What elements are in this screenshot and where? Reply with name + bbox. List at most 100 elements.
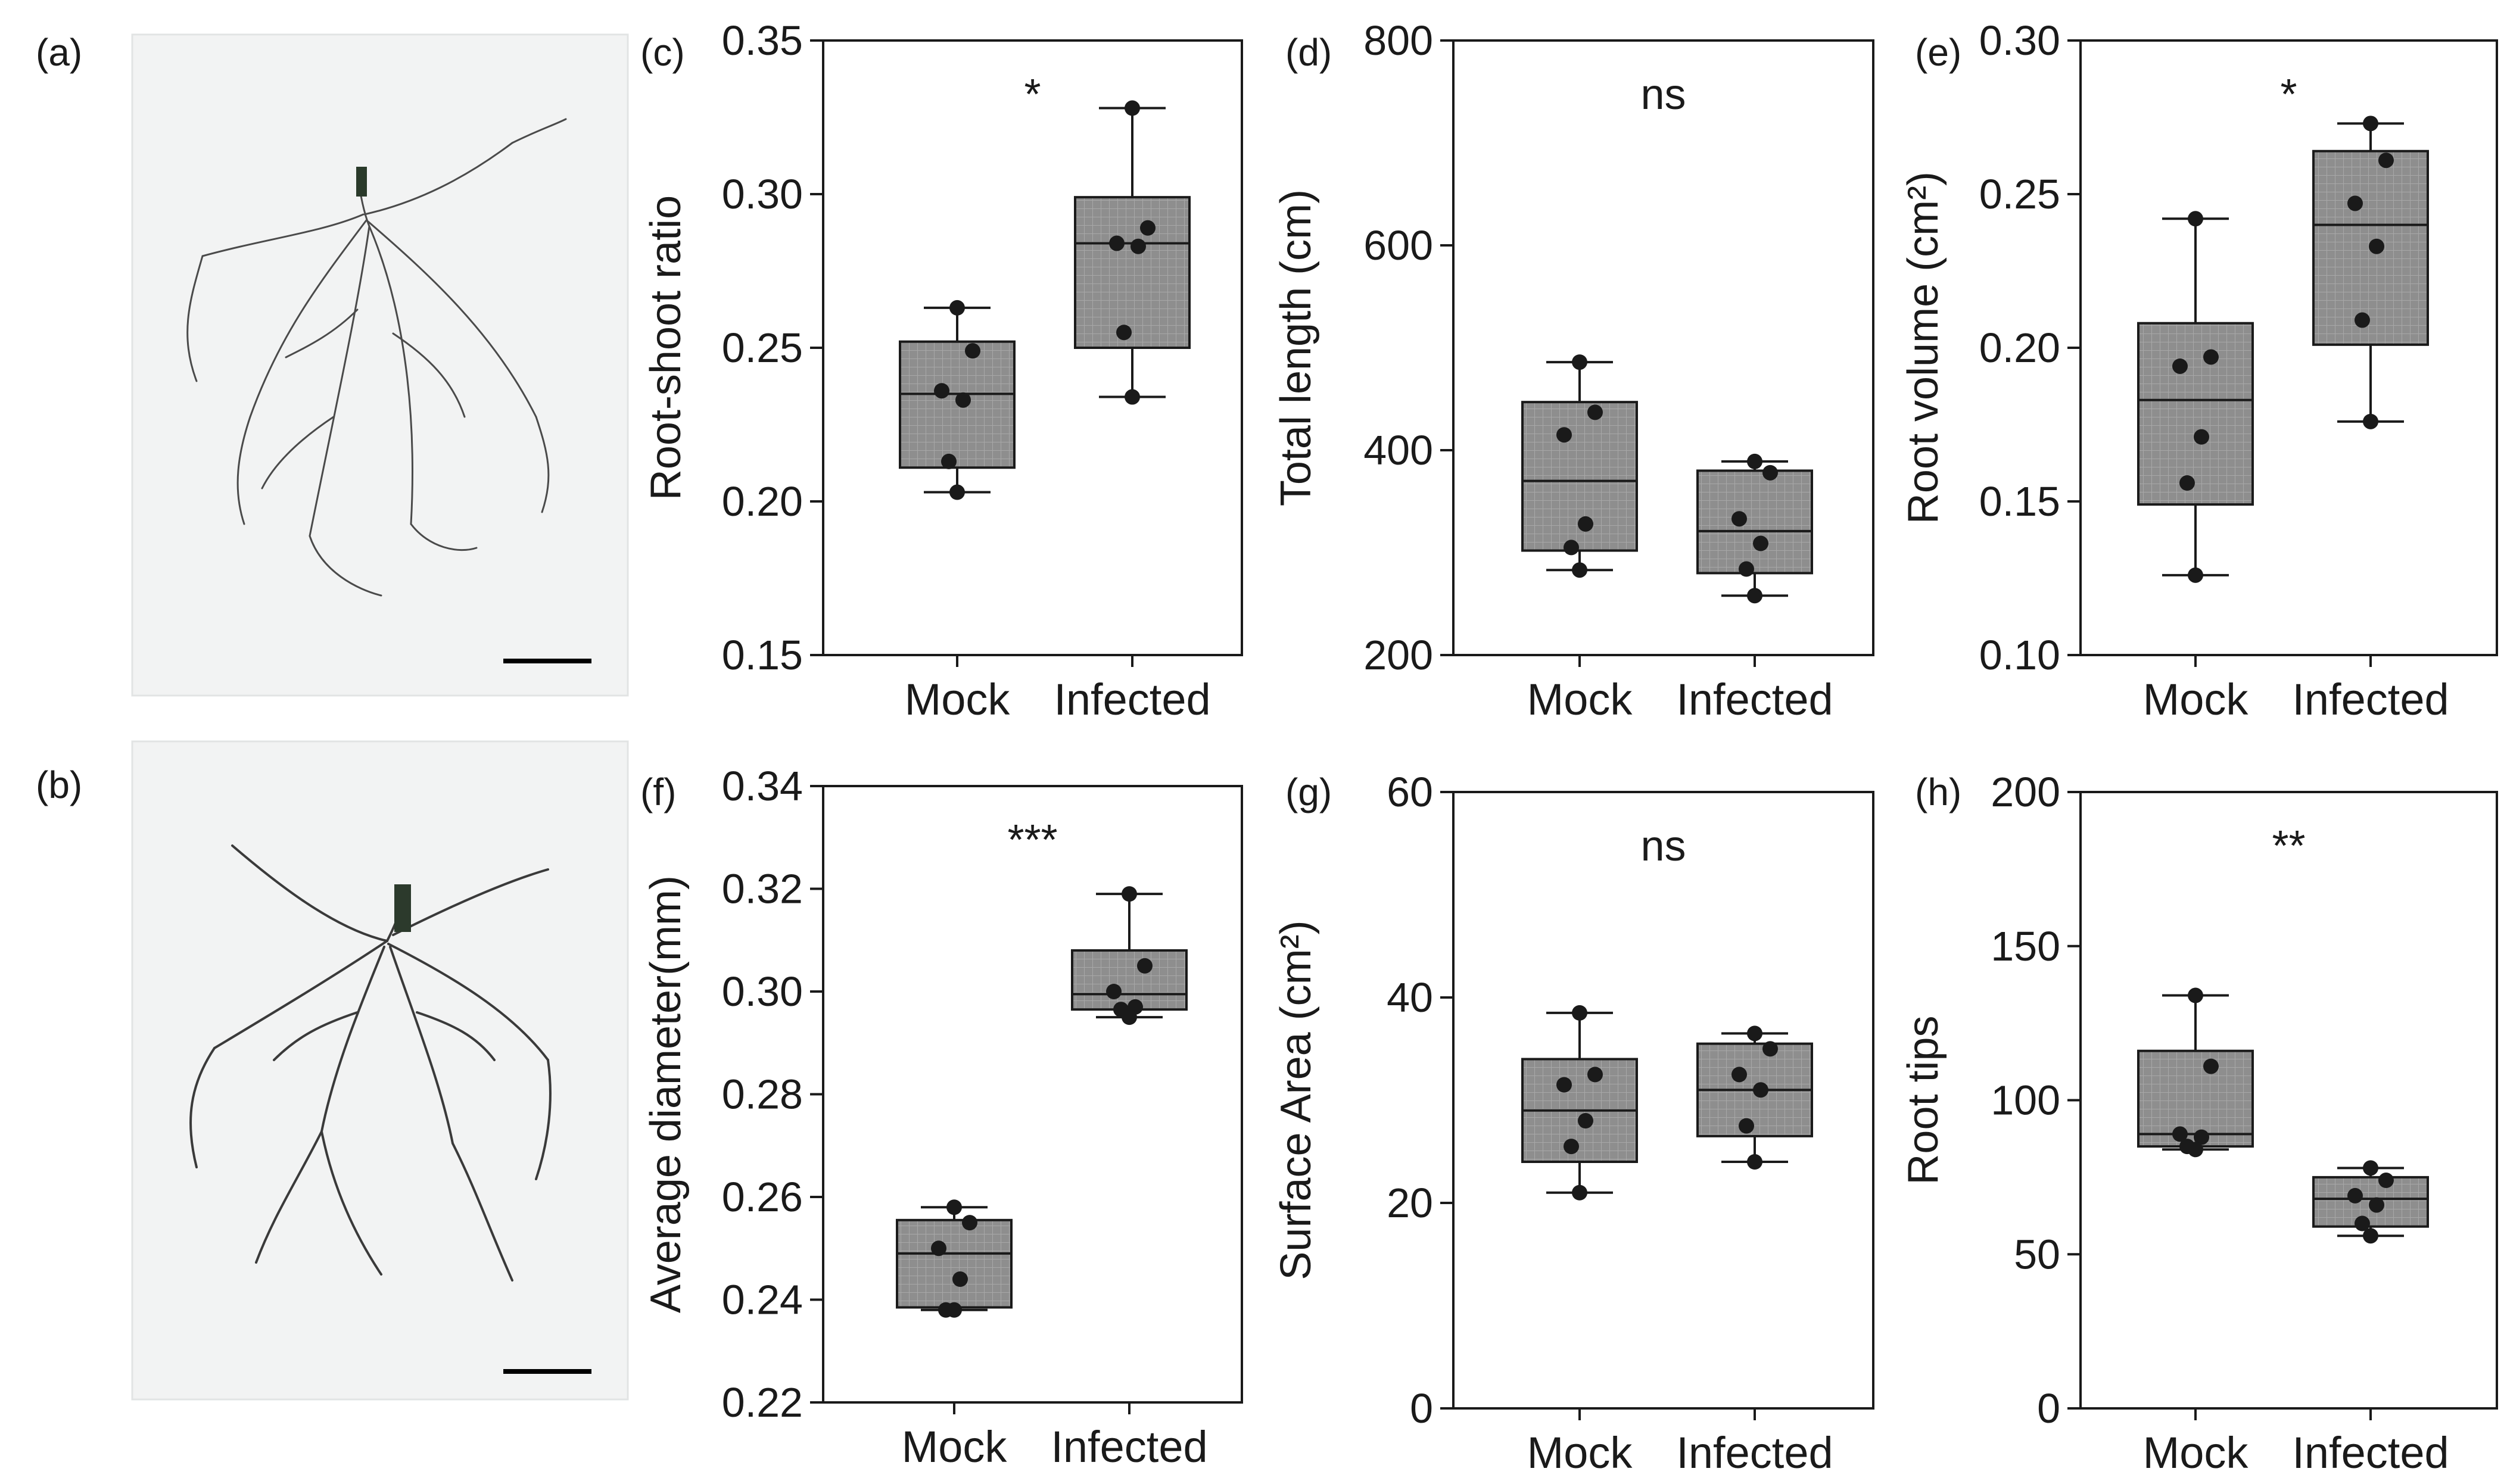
box-group-mock xyxy=(1521,354,1638,578)
box-iqr xyxy=(896,1218,1013,1309)
y-tick-label: 0.28 xyxy=(722,1071,803,1118)
box-iqr xyxy=(1071,949,1188,1011)
y-axis-label: Total length (cm) xyxy=(1272,189,1320,506)
panel-label-c: (c) xyxy=(640,31,685,74)
box-group-infected xyxy=(1074,100,1191,405)
x-category-label: Mock xyxy=(2143,1428,2249,1477)
data-point xyxy=(2188,987,2203,1003)
data-point xyxy=(962,1215,977,1231)
data-point xyxy=(1747,1025,1762,1042)
box-iqr xyxy=(1696,469,1813,575)
box-iqr xyxy=(1074,196,1191,349)
box-group-mock xyxy=(899,300,1016,500)
x-category-label: Mock xyxy=(905,675,1011,724)
data-point xyxy=(1564,1139,1579,1155)
data-point xyxy=(2194,1129,2209,1145)
panel-label-e: (e) xyxy=(1915,31,1961,74)
chart-d: (d) 200 400 600 800 Total length (cm) Mock Inf… xyxy=(1272,17,1874,724)
data-point xyxy=(1125,100,1140,116)
y-tick-label: 0 xyxy=(1410,1385,1433,1432)
data-point xyxy=(1572,562,1587,578)
data-point xyxy=(1747,453,1762,469)
data-point xyxy=(2355,312,2370,328)
x-category-label: Infected xyxy=(1676,675,1833,724)
box-group-infected xyxy=(2312,1160,2429,1244)
data-point xyxy=(2203,1058,2219,1074)
data-point xyxy=(1739,561,1754,577)
root-drawing-a xyxy=(186,118,567,597)
x-category-label: Mock xyxy=(2143,675,2249,724)
data-point xyxy=(1137,958,1153,974)
box-iqr xyxy=(2137,322,2254,506)
box-group-infected xyxy=(2312,116,2429,429)
significance-label: *** xyxy=(1007,816,1057,864)
data-point xyxy=(2363,1228,2378,1244)
data-point xyxy=(1125,389,1140,405)
y-axis-label: Surface Area (cm²) xyxy=(1272,920,1320,1280)
significance-label: ns xyxy=(1640,71,1686,119)
x-category-label: Mock xyxy=(1527,1428,1633,1477)
data-point xyxy=(934,383,949,399)
y-tick-label: 0.26 xyxy=(722,1174,803,1220)
data-point xyxy=(1116,325,1132,341)
panel-label-a: (a) xyxy=(36,31,82,74)
data-point xyxy=(1587,404,1603,420)
data-point xyxy=(2378,1173,2394,1189)
photo-panel-b: (b) xyxy=(36,740,629,1401)
data-point xyxy=(1131,238,1146,254)
y-tick-label: 0.34 xyxy=(722,763,803,809)
y-tick-label: 0.20 xyxy=(1979,325,2060,371)
y-tick-label: 200 xyxy=(1363,632,1433,678)
box-group-infected xyxy=(1696,1025,1813,1170)
significance-label: * xyxy=(2280,71,2297,119)
y-axis-label: Root-shoot ratio xyxy=(642,195,690,500)
y-tick-label: 0.32 xyxy=(722,866,803,912)
data-point xyxy=(2179,475,2195,491)
data-point xyxy=(2363,1160,2378,1176)
data-point xyxy=(2363,116,2378,132)
y-axis-label: Root tips xyxy=(1899,1015,1947,1184)
box-group-infected xyxy=(1696,453,1813,604)
y-tick-label: 800 xyxy=(1363,17,1433,64)
y-tick-label: 0.15 xyxy=(1979,478,2060,525)
y-axis-label: Root volume (cm²) xyxy=(1899,172,1947,524)
photo-panel-a: (a) xyxy=(36,31,629,697)
y-tick-label: 50 xyxy=(2014,1231,2060,1277)
y-tick-label: 60 xyxy=(1387,769,1433,815)
root-photo-a xyxy=(131,33,629,697)
root-stem-b xyxy=(394,884,411,932)
panel-label-b: (b) xyxy=(36,763,82,806)
panel-label-g: (g) xyxy=(1285,771,1332,813)
plot-frame xyxy=(1452,791,1874,1410)
data-point xyxy=(2347,195,2363,211)
y-tick-label: 0.25 xyxy=(722,325,803,371)
data-point xyxy=(1739,1118,1754,1134)
chart-c: (c) 0.15 0.20 0.25 0.30 0.35 Root-shoot ratio… xyxy=(640,17,1243,724)
panel-label-d: (d) xyxy=(1285,31,1332,74)
y-tick-label: 0.10 xyxy=(1979,632,2060,678)
data-point xyxy=(931,1240,946,1257)
data-point xyxy=(2347,1187,2363,1204)
data-point xyxy=(2203,349,2219,365)
data-point xyxy=(1122,886,1137,902)
box-group-mock xyxy=(2137,211,2254,583)
y-tick-label: 40 xyxy=(1387,974,1433,1021)
chart-e: (e) 0.10 0.15 0.20 0.25 0.30 Root volume (cm²… xyxy=(1899,17,2498,724)
data-point xyxy=(2172,358,2188,374)
x-category-label: Infected xyxy=(2292,1428,2449,1477)
data-point xyxy=(952,1271,968,1287)
data-point xyxy=(1747,588,1762,604)
chart-g: (g) 0 20 40 60 Surface Area (cm²) Mock Infecte… xyxy=(1272,769,1874,1477)
y-tick-label: 400 xyxy=(1363,427,1433,473)
data-point xyxy=(2369,238,2384,254)
data-point xyxy=(1587,1067,1603,1083)
root-photo-b xyxy=(131,740,629,1401)
data-point xyxy=(1109,235,1125,251)
root-stem-a xyxy=(356,167,367,197)
y-tick-label: 0.30 xyxy=(722,968,803,1015)
box-iqr xyxy=(2137,1049,2254,1148)
y-tick-label: 0.30 xyxy=(1979,17,2060,64)
data-point xyxy=(2188,211,2203,227)
data-point xyxy=(949,300,965,316)
